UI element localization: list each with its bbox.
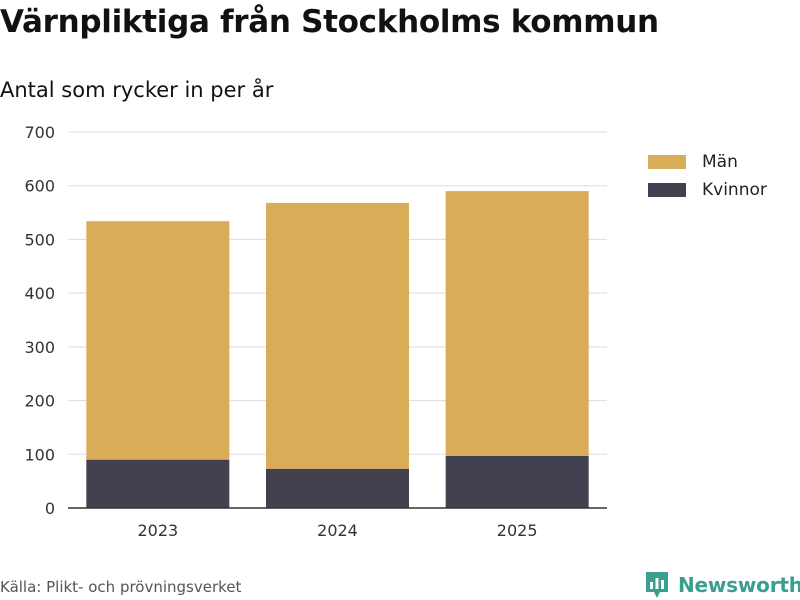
y-tick-label: 400 — [24, 284, 55, 303]
y-tick-label: 700 — [24, 123, 55, 142]
legend-label-kvinnor: Kvinnor — [702, 180, 767, 200]
legend-item-man[interactable]: Män — [648, 148, 767, 176]
bar-kvinnor-2023 — [86, 459, 230, 508]
bar-man-2023 — [86, 221, 230, 460]
legend-item-kvinnor[interactable]: Kvinnor — [648, 176, 767, 204]
brand-name: Newsworthy — [678, 573, 800, 597]
chart-title: Värnpliktiga från Stockholms kommun — [0, 4, 659, 40]
y-tick-label: 0 — [45, 499, 55, 518]
y-tick-label: 200 — [24, 392, 55, 411]
legend-label-man: Män — [702, 152, 738, 172]
y-tick-label: 600 — [24, 177, 55, 196]
bar-kvinnor-2024 — [266, 468, 409, 508]
y-tick-label: 100 — [24, 445, 55, 464]
legend: Män Kvinnor — [648, 148, 767, 204]
chart-subtitle: Antal som rycker in per år — [0, 78, 274, 102]
legend-swatch-man — [648, 155, 686, 169]
legend-swatch-kvinnor — [648, 183, 686, 197]
newsworthy-logo-icon — [646, 572, 668, 598]
bar-kvinnor-2025 — [445, 455, 589, 508]
x-tick-label: 2025 — [497, 521, 538, 540]
y-tick-label: 300 — [24, 338, 55, 357]
x-tick-label: 2023 — [137, 521, 178, 540]
x-tick-label: 2024 — [317, 521, 358, 540]
y-tick-label: 500 — [24, 230, 55, 249]
bar-man-2024 — [266, 202, 409, 469]
stacked-bar-chart: 0 100 200 300 400 500 600 700 2023 2024 2025 — [24, 123, 607, 540]
bar-man-2025 — [445, 191, 589, 456]
brand-logo[interactable]: Newsworthy — [644, 570, 800, 600]
source-note: Källa: Plikt- och prövningsverket — [0, 578, 242, 596]
